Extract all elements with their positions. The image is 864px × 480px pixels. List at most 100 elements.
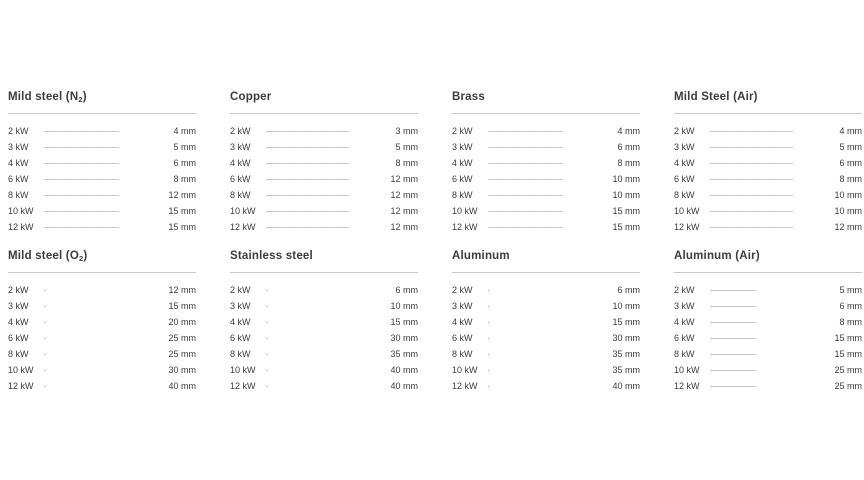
power-label: 6 kW xyxy=(8,333,29,343)
value-label: 15 mm xyxy=(834,333,862,343)
connector-line xyxy=(266,178,350,180)
connector-line xyxy=(488,337,490,339)
power-label: 4 kW xyxy=(674,317,695,327)
value-label: 15 mm xyxy=(168,206,196,216)
chart-title: Aluminum xyxy=(452,249,640,273)
bar-row: 12 kW 40 mm xyxy=(8,378,196,394)
power-label: 2 kW xyxy=(452,285,473,295)
power-label: 6 kW xyxy=(8,174,29,184)
value-label: 25 mm xyxy=(168,333,196,343)
power-label: 8 kW xyxy=(674,349,695,359)
bar-row: 12 kW 12 mm xyxy=(674,219,862,235)
connector-line xyxy=(266,385,268,387)
bar-track xyxy=(119,221,163,233)
chart-title: Mild steel (O2) xyxy=(8,249,196,273)
chart-title: Mild Steel (Air) xyxy=(674,90,862,114)
bar-row: 12 kW 25 mm xyxy=(674,378,862,394)
bar-row: 6 kW 30 mm xyxy=(452,330,640,346)
bar-row: 10 kW 15 mm xyxy=(8,203,196,219)
bar-track xyxy=(756,284,829,296)
bar-row: 8 kW 10 mm xyxy=(674,187,862,203)
value-label: 12 mm xyxy=(168,285,196,295)
bar-track xyxy=(793,221,828,233)
power-label: 10 kW xyxy=(230,206,256,216)
chart-title-post: ) xyxy=(83,250,88,262)
power-label: 4 kW xyxy=(674,158,695,168)
connector-line xyxy=(44,289,46,291)
chart-title: Copper xyxy=(230,90,418,114)
value-label: 35 mm xyxy=(612,349,640,359)
chart-title-post: ) xyxy=(82,91,87,103)
chart-panel: Aluminum (Air) 2 kW 5 mm 3 kW 6 mm 4 kW … xyxy=(674,249,862,394)
chart-panel: Stainless steel 2 kW 6 mm 3 kW 10 mm 4 k… xyxy=(230,249,418,394)
bar-row: 10 kW 10 mm xyxy=(674,203,862,219)
chart-title-pre: Mild Steel (Air) xyxy=(674,91,758,103)
bar-track xyxy=(119,125,163,137)
value-label: 40 mm xyxy=(390,381,418,391)
bar-row: 6 kW 10 mm xyxy=(452,171,640,187)
bar-row: 6 kW 8 mm xyxy=(674,171,862,187)
connector-line xyxy=(488,162,563,164)
power-label: 6 kW xyxy=(452,333,473,343)
power-label: 3 kW xyxy=(452,301,473,311)
chart-title-pre: Aluminum (Air) xyxy=(674,250,760,262)
value-label: 15 mm xyxy=(168,301,196,311)
connector-line xyxy=(44,162,119,164)
value-label: 40 mm xyxy=(390,365,418,375)
connector-line xyxy=(44,385,46,387)
connector-line xyxy=(266,337,268,339)
value-label: 15 mm xyxy=(168,222,196,232)
bar-track xyxy=(119,173,163,185)
bar-row: 8 kW 10 mm xyxy=(452,187,640,203)
power-label: 6 kW xyxy=(230,174,251,184)
chart-panel: Aluminum 2 kW 6 mm 3 kW 10 mm 4 kW 15 mm… xyxy=(452,249,640,394)
connector-line xyxy=(488,353,490,355)
bar-track xyxy=(793,189,828,201)
connector-line xyxy=(488,289,490,291)
connector-line xyxy=(266,130,350,132)
bar-track xyxy=(268,316,384,328)
value-label: 6 mm xyxy=(617,142,641,152)
bar-track xyxy=(563,189,607,201)
power-label: 4 kW xyxy=(230,158,251,168)
value-label: 12 mm xyxy=(168,190,196,200)
connector-line xyxy=(44,178,119,180)
value-label: 6 mm xyxy=(839,158,863,168)
chart-title-pre: Aluminum xyxy=(452,250,510,262)
connector-line xyxy=(266,146,350,148)
bar-row: 12 kW 40 mm xyxy=(230,378,418,394)
bar-track xyxy=(349,189,384,201)
power-label: 3 kW xyxy=(674,142,695,152)
bar-row: 8 kW 12 mm xyxy=(8,187,196,203)
power-label: 8 kW xyxy=(452,190,473,200)
value-label: 4 mm xyxy=(173,126,197,136)
power-label: 3 kW xyxy=(452,142,473,152)
power-label: 4 kW xyxy=(230,317,251,327)
bar-row: 4 kW 15 mm xyxy=(230,314,418,330)
power-label: 8 kW xyxy=(8,349,29,359)
bar-track xyxy=(756,316,829,328)
connector-line xyxy=(44,337,46,339)
power-label: 10 kW xyxy=(674,365,700,375)
value-label: 25 mm xyxy=(834,365,862,375)
bar-track xyxy=(46,348,162,360)
bar-row: 8 kW 12 mm xyxy=(230,187,418,203)
power-label: 12 kW xyxy=(230,222,256,232)
connector-line xyxy=(266,162,350,164)
bar-row: 4 kW 8 mm xyxy=(674,314,862,330)
bar-row: 4 kW 20 mm xyxy=(8,314,196,330)
bar-row: 6 kW 25 mm xyxy=(8,330,196,346)
value-label: 8 mm xyxy=(839,317,863,327)
value-label: 5 mm xyxy=(839,142,863,152)
bar-track xyxy=(793,205,828,217)
bar-row: 3 kW 6 mm xyxy=(674,298,862,314)
power-label: 2 kW xyxy=(452,126,473,136)
connector-line xyxy=(44,226,119,228)
connector-line xyxy=(488,210,563,212)
connector-line xyxy=(488,385,490,387)
power-label: 3 kW xyxy=(674,301,695,311)
chart-rows: 2 kW 4 mm 3 kW 5 mm 4 kW 6 mm 6 kW 8 mm … xyxy=(674,123,862,235)
bar-row: 10 kW 40 mm xyxy=(230,362,418,378)
bar-track xyxy=(119,157,163,169)
chart-rows: 2 kW 4 mm 3 kW 6 mm 4 kW 8 mm 6 kW 10 mm… xyxy=(452,123,640,235)
